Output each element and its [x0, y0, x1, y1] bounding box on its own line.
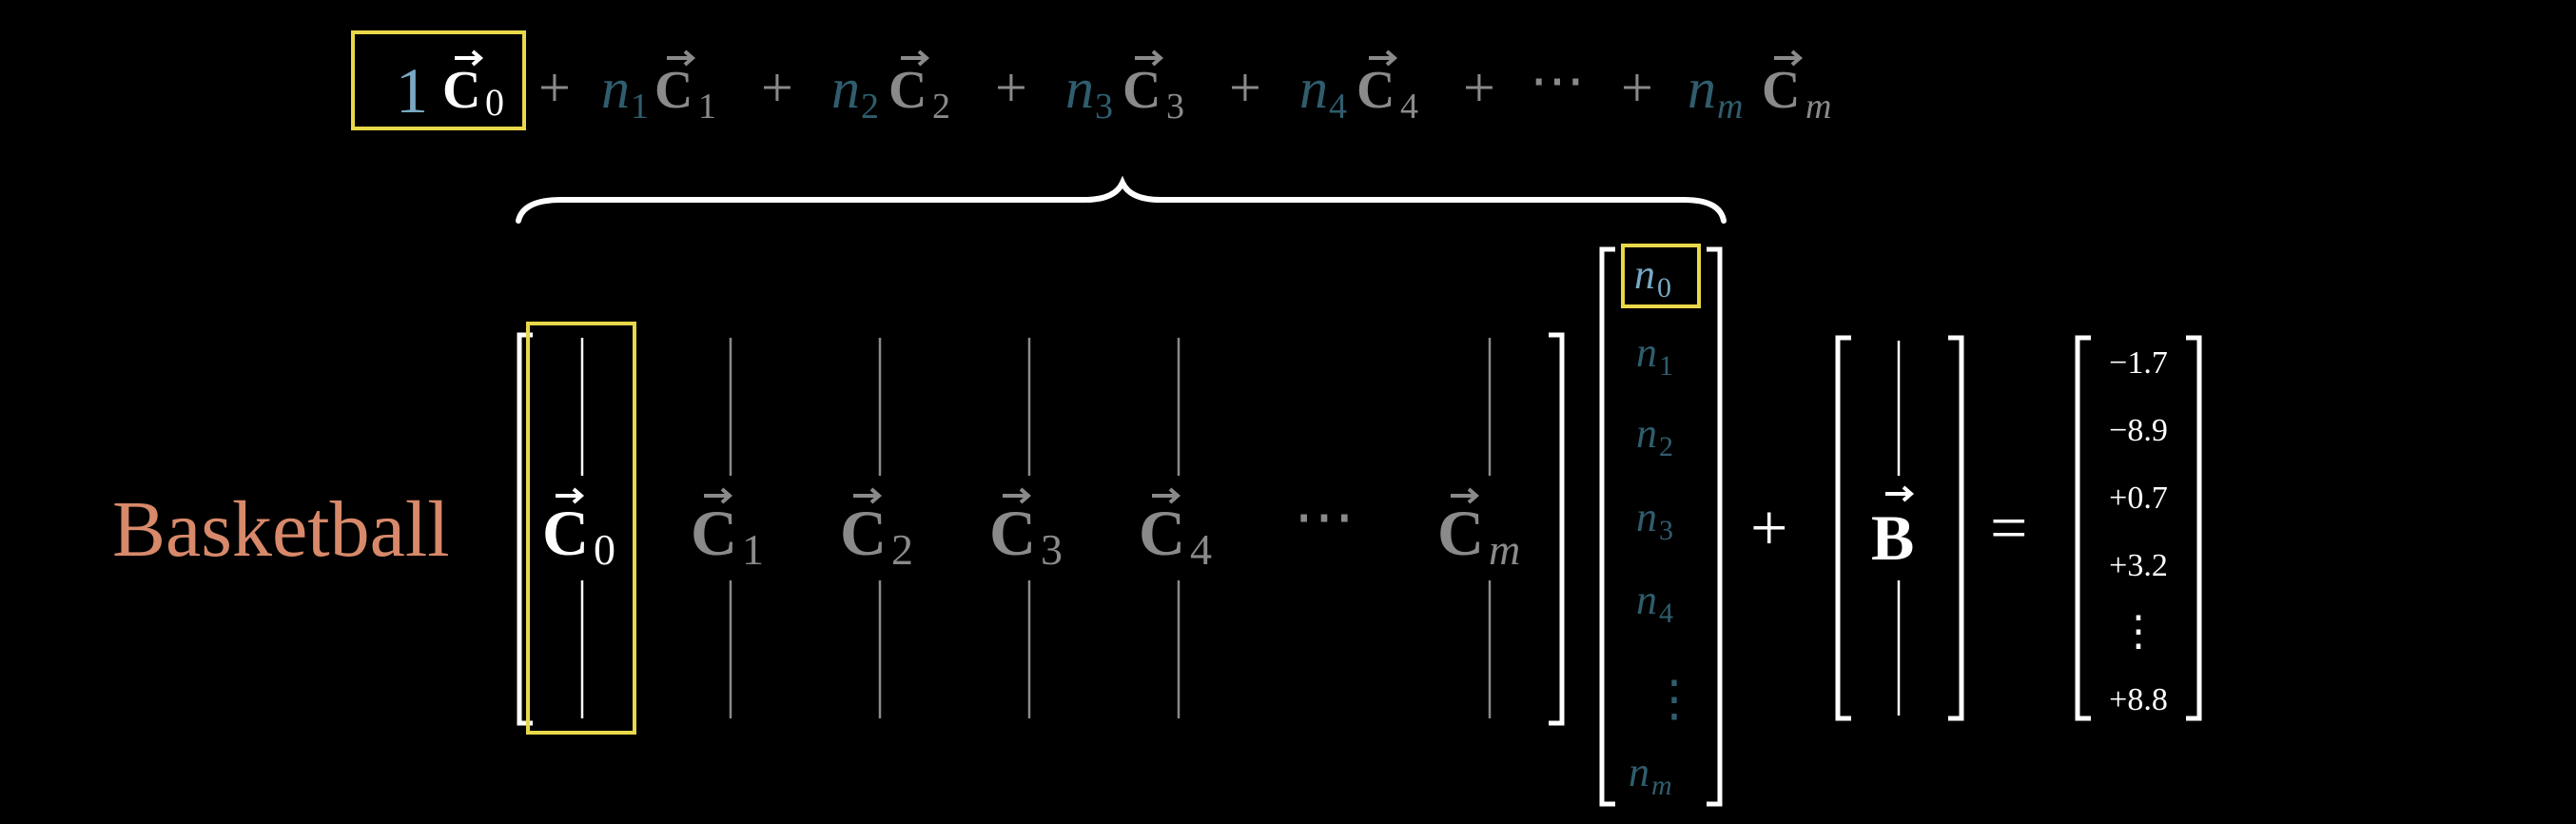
matrix-c1-letter: C [691, 497, 737, 569]
top-c4-letter: C [1356, 61, 1395, 120]
top-c1-letter: C [654, 61, 693, 120]
top-coef-n3-sub: 3 [1095, 87, 1113, 127]
coef-n0-sub: 0 [1657, 272, 1671, 304]
top-lead-coefficient: 1 [396, 54, 428, 127]
top-cm-letter: C [1762, 61, 1800, 120]
coef-n1: n [1636, 329, 1657, 376]
coef-left-bracket [1599, 246, 1615, 807]
bias-b-letter: B [1871, 501, 1914, 574]
coef-n3-sub: 3 [1659, 515, 1673, 546]
coef-n1-sub: 1 [1659, 350, 1673, 382]
top-c0-letter: C [442, 61, 480, 120]
matrix-column-c4: C 4 [1139, 338, 1212, 718]
top-c4-sub: 4 [1400, 87, 1418, 127]
top-term-2: n 2 C 2 [831, 49, 950, 127]
plus-sign: + [1750, 492, 1787, 565]
matrix-column-c2: C 2 [840, 338, 913, 718]
matrix-column-c1: C 1 [691, 338, 764, 718]
top-plus-1: + [538, 56, 571, 119]
top-coef-n2-sub: 2 [861, 87, 879, 127]
coef-nm: n [1629, 749, 1649, 795]
top-term-m: n m C m [1688, 49, 1831, 127]
result-left-bracket [2075, 335, 2091, 721]
matrix-c0-letter: C [542, 497, 589, 569]
top-term-3: n 3 C 3 [1065, 49, 1184, 127]
matrix-c4-letter: C [1139, 497, 1185, 569]
top-coef-n1: n [601, 57, 630, 120]
top-highlight-box [351, 30, 526, 130]
matrix-column-c3: C 3 [989, 338, 1063, 718]
top-cm-sub: m [1805, 87, 1831, 127]
matrix-c2-sub: 2 [891, 525, 913, 574]
top-coef-n2: n [831, 57, 860, 120]
top-term-4: n 4 C 4 [1299, 49, 1418, 127]
top-coef-n1-sub: 1 [631, 87, 649, 127]
top-c2-sub: 2 [932, 87, 950, 127]
top-plus-6: + [1621, 56, 1653, 119]
matrix-c4-sub: 4 [1190, 525, 1212, 574]
matrix-c1-sub: 1 [742, 525, 764, 574]
top-coef-n4: n [1299, 57, 1328, 120]
top-plus-5: + [1463, 56, 1495, 119]
coef-n3: n [1636, 494, 1657, 540]
result-vdots: ⋮ [2117, 608, 2159, 655]
top-plus-2: + [761, 56, 793, 119]
coef-n2: n [1636, 410, 1657, 457]
coef-n4-sub: 4 [1659, 598, 1673, 629]
coef-vdots: ⋮ [1649, 673, 1699, 727]
top-coef-nm-sub: m [1717, 87, 1743, 127]
matrix-c3-sub: 3 [1041, 525, 1063, 574]
equals-sign: = [1990, 492, 2027, 565]
top-plus-3: + [995, 56, 1027, 119]
top-equation: 1 C 0 + n 1 C 1 + n 2 C 2 + n 3 C 3 [351, 30, 1831, 130]
coef-n2-sub: 2 [1659, 431, 1673, 462]
row-label-basketball: Basketball [112, 485, 450, 574]
matrix-ellipsis: ⋯ [1294, 482, 1355, 550]
coef-highlight-box [1621, 244, 1701, 308]
matrix-c0-sub: 0 [594, 525, 615, 574]
matrix-right-bracket [1549, 332, 1565, 726]
top-term-1: n 1 C 1 [601, 49, 716, 127]
result-value-1: −8.9 [2109, 413, 2168, 448]
matrix-column-c0: C 0 [542, 338, 615, 718]
coef-nm-sub: m [1651, 770, 1672, 801]
matrix-highlight-box [526, 322, 636, 735]
result-right-bracket [2186, 335, 2202, 721]
result-value-3: +3.2 [2109, 548, 2168, 583]
bias-right-bracket [1948, 335, 1964, 721]
result-value-2: +0.7 [2109, 481, 2168, 516]
matrix-c3-letter: C [989, 497, 1036, 569]
top-c2-letter: C [888, 61, 927, 120]
result-value-0: −1.7 [2109, 345, 2168, 381]
top-c0-sub: 0 [485, 81, 504, 124]
coefficient-vector: n 0 n 1 n 2 n 3 n 4 ⋮ n m [1599, 244, 1723, 807]
top-c1-sub: 1 [698, 87, 716, 127]
matrix-column-cm: C m [1437, 338, 1520, 718]
matrix: C 0 C 1 C 2 C 3 [517, 322, 1565, 735]
matrix-c2-letter: C [840, 497, 887, 569]
matrix-cm-sub: m [1489, 525, 1520, 574]
top-coef-n4-sub: 4 [1329, 87, 1347, 127]
top-coef-nm: n [1688, 57, 1716, 120]
result-value-last: +8.8 [2109, 682, 2168, 717]
top-ellipsis: ⋯ [1530, 49, 1585, 111]
bias-vector: B [1835, 335, 1964, 721]
top-c3-letter: C [1122, 61, 1161, 120]
result-vector: −1.7 −8.9 +0.7 +3.2 ⋮ +8.8 [2075, 335, 2202, 721]
top-c3-sub: 3 [1166, 87, 1184, 127]
matrix-cm-letter: C [1437, 497, 1484, 569]
coef-n0: n [1634, 251, 1655, 298]
top-coef-n3: n [1065, 57, 1094, 120]
coef-right-bracket [1707, 246, 1723, 807]
coef-n4: n [1636, 577, 1657, 623]
top-term-c0: C 0 [442, 49, 504, 124]
top-plus-4: + [1229, 56, 1261, 119]
bias-left-bracket [1835, 335, 1851, 721]
curly-brace [516, 175, 1727, 224]
